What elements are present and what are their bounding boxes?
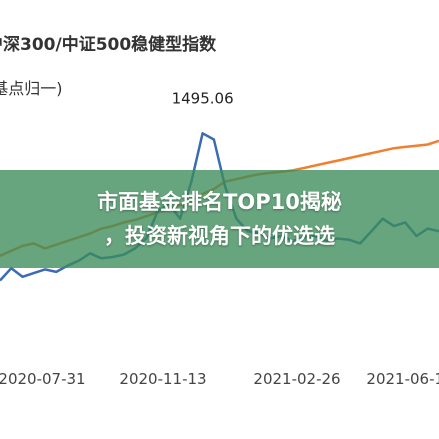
peak-data-label: 1495.06 (172, 89, 234, 107)
headline-line-2: ，投资新视角下的优选选 (104, 224, 335, 248)
chart-subtitle: (基点归一) (0, 79, 63, 98)
headline-line-1: 市面基金排名TOP10揭秘 (97, 190, 342, 214)
headline-banner[interactable]: 市面基金排名TOP10揭秘 ，投资新视角下的优选选 (0, 170, 439, 268)
x-tick-label: 2021-06-11 (366, 370, 439, 388)
chart-title: 沪深300/中证500稳健型指数 (0, 35, 217, 55)
x-axis-ticks: 2020-07-31 2020-11-13 2021-02-26 2021-06-11 (0, 370, 439, 388)
x-tick-label: 2021-02-26 (253, 370, 340, 388)
x-tick-label: 2020-07-31 (0, 370, 86, 388)
x-tick-label: 2020-11-13 (119, 370, 206, 388)
